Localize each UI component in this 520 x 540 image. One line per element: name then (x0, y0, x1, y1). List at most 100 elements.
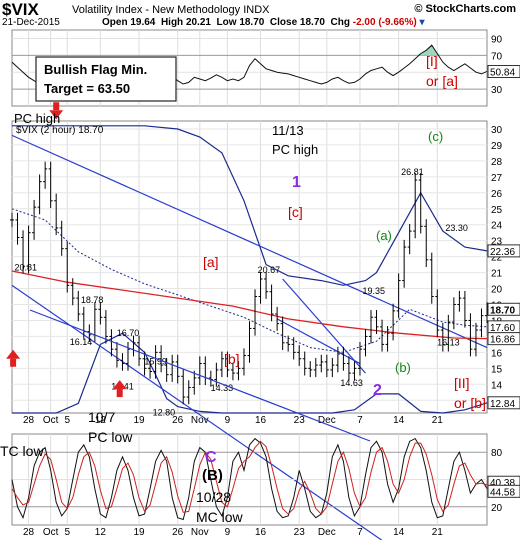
open-label: Open (102, 17, 128, 28)
price-tick-label: 16 (491, 348, 503, 359)
rsi-value-box (487, 65, 520, 79)
arrow-up-icon (10, 358, 17, 367)
price-tick-label: 21 (491, 269, 503, 280)
wave-label-II-red: [II] (454, 375, 470, 391)
close-value: 18.70 (299, 17, 325, 28)
arrow-up-icon (116, 389, 123, 398)
price-right-value: 22.36 (490, 247, 515, 258)
rsi-tick-label: 90 (491, 34, 503, 45)
stochastic-tick-label: 80 (491, 448, 503, 459)
trend-line (11, 134, 488, 349)
stochastic-value: 40.38 (490, 478, 515, 489)
wave-label-a-green: (a) (376, 228, 392, 243)
rsi-overbought-fill (12, 45, 487, 56)
mc-low-label: MC low (196, 509, 244, 525)
price-value-box (487, 396, 520, 410)
mc-low-date: 10/28 (196, 489, 231, 505)
price-value-box (487, 244, 520, 258)
x-tick-label: 28 (23, 415, 35, 426)
bullish-flag-target: Target = 63.50 (44, 81, 130, 96)
quote-date: 21-Dec-2015 (2, 17, 60, 28)
x-tick-label: 21 (432, 527, 444, 538)
price-point-label: 26.81 (401, 167, 424, 177)
bullish-flag-label: Bullish Flag Min. (44, 62, 147, 77)
price-point-label: 14.63 (340, 378, 363, 388)
x-tick-label: Nov (191, 527, 209, 538)
price-tick-label: 30 (491, 125, 503, 136)
x-tick-label: 16 (255, 527, 267, 538)
chg-value: -2.00 (-9.66%) (352, 17, 417, 28)
x-tick-label: 12 (95, 527, 107, 538)
x-tick-label: Dec (318, 415, 336, 426)
middle-band-dotted-line (11, 208, 488, 353)
trend-line (11, 284, 383, 540)
arrow-up-icon (6, 349, 21, 359)
bullish-flag-box (35, 56, 177, 102)
price-point-label: 14.33 (211, 383, 234, 393)
x-tick-label: 21 (432, 415, 444, 426)
price-tick-label: 28 (491, 157, 503, 168)
wave-label-b-red: [b] (224, 351, 240, 367)
x-tick-label: 14 (393, 415, 405, 426)
arrow-down-icon (53, 102, 60, 111)
price-point-label: 16.13 (437, 337, 460, 347)
wave-label-c-purple: C (205, 449, 217, 466)
price-point-label: 18.78 (81, 295, 104, 305)
chart-subtitle: Volatility Index - New Methodology INDX (72, 4, 270, 16)
wave-label-or-a: or [a] (426, 73, 458, 89)
price-legend: $VIX (2 hour) 18.70 (16, 125, 104, 136)
x-tick-label: Nov (191, 415, 209, 426)
stochastic-d-line (11, 440, 488, 515)
price-point-label: 16.70 (117, 328, 140, 338)
high-value: 20.21 (185, 17, 211, 28)
rsi-tick-label: 70 (491, 51, 503, 62)
price-tick-label: 14 (491, 380, 503, 391)
x-tick-label: 23 (294, 527, 306, 538)
x-tick-label: 7 (357, 527, 363, 538)
price-point-label: 23.30 (445, 223, 468, 233)
pc-high-date: 11/13 (272, 123, 304, 138)
price-tick-label: 15 (491, 364, 503, 375)
pc-low-date: 10/7 (88, 409, 115, 425)
price-point-label: 20.81 (15, 263, 38, 273)
wave-label-2: 2 (373, 382, 382, 399)
wave-label-or-b: or [b] (454, 395, 486, 411)
sma-red-line (11, 270, 488, 340)
chevron-down-icon[interactable]: ▾ (419, 17, 425, 28)
stochastic-tick-label: 20 (491, 503, 503, 514)
x-tick-label: 5 (64, 527, 70, 538)
wave-label-I-red: [I] (426, 53, 438, 69)
ohlc-readout: Open 19.64 High 20.21 Low 18.70 Close 18… (102, 17, 424, 28)
price-tick-label: 29 (491, 141, 503, 152)
wave-label-c-green: (c) (428, 129, 443, 144)
stochastic-value-box (487, 484, 520, 498)
price-value-box (487, 332, 520, 346)
price-tick-label: 24 (491, 221, 503, 232)
price-right-value: 18.70 (490, 305, 515, 316)
x-tick-label: 26 (172, 415, 184, 426)
wave-label-b-green: (b) (395, 360, 411, 375)
pc-high-label: PC high (272, 142, 318, 157)
x-tick-label: 7 (357, 415, 363, 426)
wave-label-c-red: [c] (288, 204, 303, 220)
price-tick-label: 26 (491, 189, 503, 200)
open-value: 19.64 (130, 17, 156, 28)
wave-label-a-red: [a] (203, 254, 219, 270)
chart-title-symbol: $VIX (2, 0, 39, 19)
price-right-value: 17.60 (490, 323, 515, 334)
x-tick-label: 5 (64, 415, 70, 426)
price-tick-label: 22 (491, 253, 503, 264)
price-point-label: 20.67 (258, 265, 281, 275)
lower-band-line (12, 332, 488, 414)
price-point-label: 15.99 (144, 357, 167, 367)
x-tick-label: 12 (95, 415, 107, 426)
tc-low-label: TC low (0, 443, 44, 459)
price-right-value: 12.84 (490, 399, 515, 410)
chg-label: Chg (330, 17, 350, 28)
price-point-label: 16.14 (70, 337, 93, 347)
x-tick-label: Dec (318, 527, 336, 538)
low-label: Low (216, 17, 237, 28)
index-name: Volatility Index - New Methodology (72, 4, 241, 16)
x-tick-label: 16 (255, 415, 267, 426)
